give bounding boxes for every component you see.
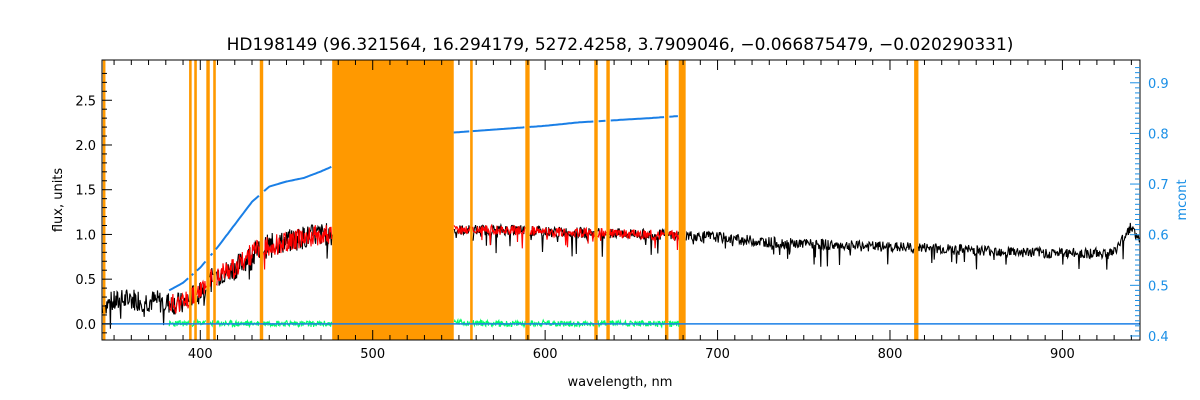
y-tick-label-0: 0.0 — [75, 318, 96, 333]
series-observed — [101, 222, 1140, 329]
y-axis-label: flux, units — [51, 168, 66, 233]
masked-band-5 — [259, 60, 264, 340]
y-tick-label-3: 1.5 — [75, 184, 96, 199]
masked-band-10 — [606, 60, 610, 340]
masked-band-1 — [189, 60, 192, 340]
y-tick-label-2: 1.0 — [75, 228, 96, 243]
x-tick-label-800: 800 — [878, 347, 903, 362]
series-model — [168, 223, 680, 314]
y-tick-label-4: 2.0 — [75, 139, 96, 154]
masked-band-3 — [206, 60, 210, 340]
masked-band-12 — [678, 60, 686, 340]
masked-band-2 — [194, 60, 197, 340]
y-tick-label-1: 0.5 — [75, 273, 96, 288]
y2-tick-label-1: 0.5 — [1148, 279, 1169, 294]
masked-band-8 — [525, 60, 530, 340]
x-axis-label: wavelength, nm — [568, 375, 673, 390]
y2-tick-label-2: 0.6 — [1148, 229, 1169, 244]
x-tick-label-700: 700 — [705, 347, 730, 362]
series-lines — [101, 115, 1140, 329]
chart-title: HD198149 (96.321564, 16.294179, 5272.425… — [227, 35, 1014, 55]
masked-band-7 — [470, 60, 473, 340]
y2-tick-label-0: 0.4 — [1148, 330, 1169, 345]
masked-band-0 — [102, 60, 106, 340]
masked-band-13 — [914, 60, 919, 340]
x-tick-label-900: 900 — [1050, 347, 1075, 362]
y-tick-label-5: 2.5 — [75, 94, 96, 109]
masked-band-11 — [664, 60, 669, 340]
x-tick-label-500: 500 — [360, 347, 385, 362]
axes: 400 500 600 700 800 900 0.0 0.5 1.0 1.5 2.0 2.5 0.4 0… — [75, 59, 1169, 362]
plot-frame — [101, 59, 1141, 341]
series-mcont — [168, 115, 678, 292]
masked-band-6 — [332, 60, 454, 340]
y2-axis-label: mcont — [1175, 179, 1190, 220]
masked-band-9 — [594, 60, 598, 340]
y2-tick-label-5: 0.9 — [1148, 77, 1169, 92]
masked-band-4 — [213, 60, 216, 340]
y2-tick-label-4: 0.8 — [1148, 127, 1169, 142]
masked-bands — [102, 60, 919, 340]
x-tick-label-600: 600 — [533, 347, 558, 362]
x-tick-label-400: 400 — [188, 347, 213, 362]
y2-tick-label-3: 0.7 — [1148, 178, 1169, 193]
